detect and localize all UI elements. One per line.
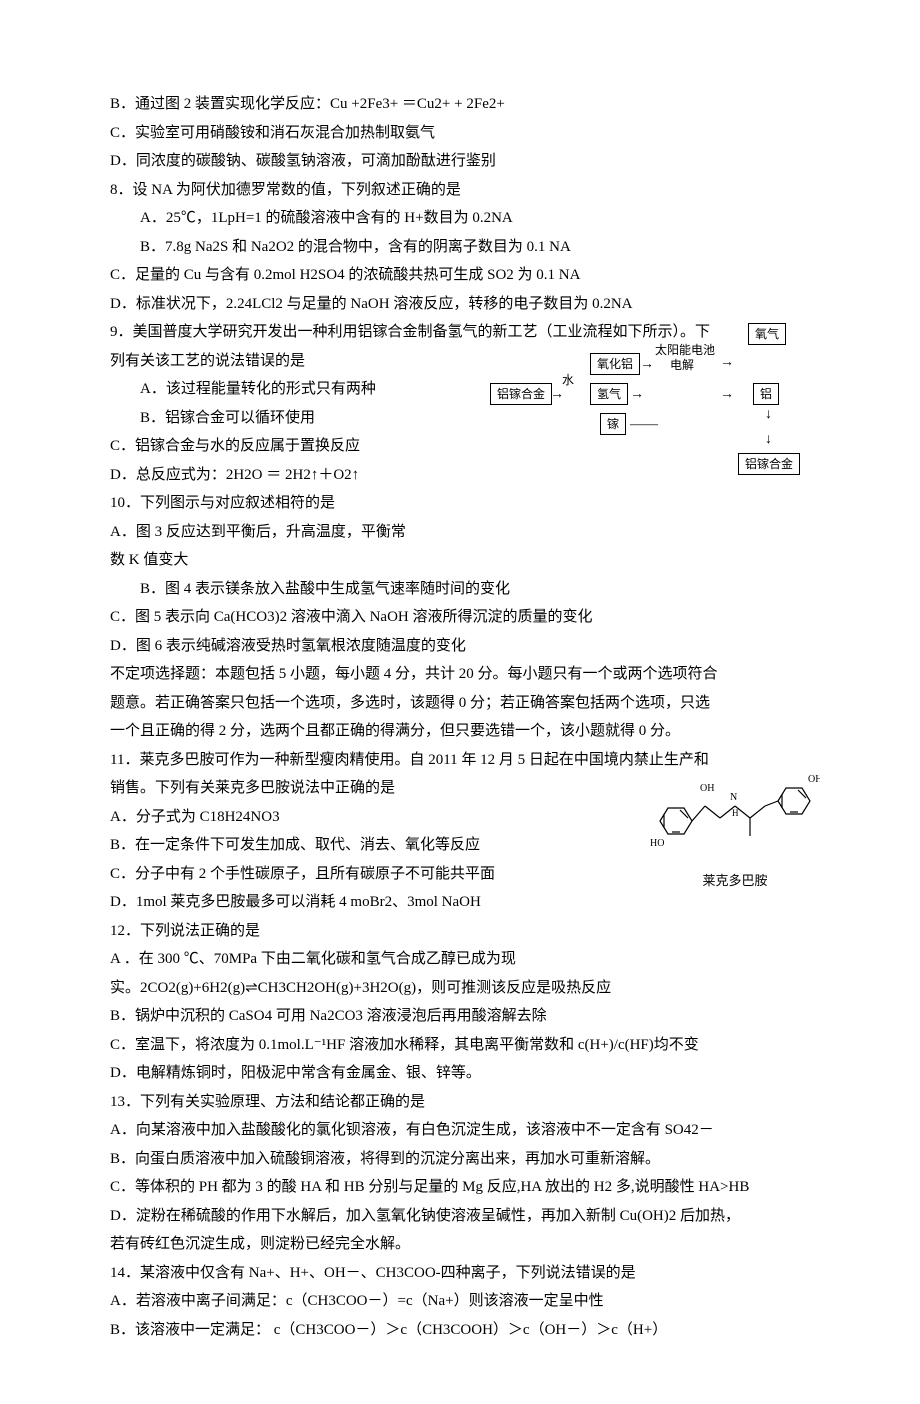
q13-d2: 若有砖红色沉淀生成，则淀粉已经完全水解。	[110, 1230, 810, 1259]
arrow-icon: →	[630, 388, 644, 402]
q7-c: C．实验室可用硝酸铵和消石灰混合加热制取氨气	[110, 119, 810, 148]
q12-d: D．电解精炼铜时，阳极泥中常含有金属金、银、锌等。	[110, 1059, 810, 1088]
arrow-icon: →	[550, 388, 564, 402]
molecule-svg: OH N H HO OH	[650, 746, 820, 866]
q10-c: C．图 5 表示向 Ca(HCO3)2 溶液中滴入 NaOH 溶液所得沉淀的质量…	[110, 603, 810, 632]
nh-label: N	[730, 792, 737, 803]
q10-a1: A．图 3 反应达到平衡后，升高温度，平衡常	[110, 518, 810, 547]
q14-a: A．若溶液中离子间满足：c（CH3COO－）=c（Na+）则该溶液一定呈中性	[110, 1287, 810, 1316]
flow-h2: 氢气	[590, 383, 628, 405]
q10-b: B．图 4 表示镁条放入盐酸中生成氢气速率随时间的变化	[110, 575, 810, 604]
molecule-diagram: OH N H HO OH 莱克多巴胺	[650, 746, 820, 886]
q14-b: B．该溶液中一定满足： c（CH3COO－）＞c（CH3COOH）＞c（OH－）…	[110, 1316, 810, 1345]
oh2-label: OH	[808, 774, 820, 785]
q13-b: B．向蛋白质溶液中加入硫酸铜溶液，将得到的沉淀分离出来，再加水可重新溶解。	[110, 1145, 810, 1174]
arrow-icon: ↓	[765, 433, 772, 447]
q7-d: D．同浓度的碳酸钠、碳酸氢钠溶液，可滴加酚酞进行鉴别	[110, 147, 810, 176]
q13-c: C．等体积的 PH 都为 3 的酸 HA 和 HB 分别与足量的 Mg 反应,H…	[110, 1173, 810, 1202]
section-l1: 不定项选择题：本题包括 5 小题，每小题 4 分，共计 20 分。每小题只有一个…	[110, 660, 810, 689]
flow-ga: 镓	[600, 413, 626, 435]
q9-wrap: 9．美国普度大学研究开发出一种利用铝镓合金制备氢气的新工艺（工业流程如下所示）。…	[110, 318, 810, 489]
page: B．通过图 2 装置实现化学反应：Cu +2Fe3+ ＝Cu2+ + 2Fe2+…	[0, 0, 920, 1404]
q12-stem: 12．下列说法正确的是	[110, 917, 810, 946]
arrow-icon: →	[720, 388, 734, 402]
molecule-caption: 莱克多巴胺	[650, 869, 820, 894]
q8-stem: 8．设 NA 为阿伏加德罗常数的值，下列叙述正确的是	[110, 176, 810, 205]
flow-alloy: 铝镓合金	[490, 383, 552, 405]
section-l3: 一个且正确的得 2 分，选两个且都正确的得满分，但只要选错一个，该小题就得 0 …	[110, 717, 810, 746]
flow-solar-label: 太阳能电池	[655, 343, 715, 357]
q12-a1: A ．在 300 ℃、70MPa 下由二氧化碳和氢气合成乙醇已成为现	[110, 945, 810, 974]
ho-label: HO	[650, 838, 664, 849]
flow-diagram: 铝镓合金 水 → 氧化铝 氢气 镓 → → —— 太阳能电池 电解 → → 氧气…	[490, 328, 820, 498]
arrow-icon: ↓	[765, 408, 772, 422]
arrow-icon: →	[640, 358, 654, 372]
q10-a2: 数 K 值变大	[110, 546, 810, 575]
q10-d: D．图 6 表示纯碱溶液受热时氢氧根浓度随温度的变化	[110, 632, 810, 661]
q7-b: B．通过图 2 装置实现化学反应：Cu +2Fe3+ ＝Cu2+ + 2Fe2+	[110, 90, 810, 119]
q13-stem: 13．下列有关实验原理、方法和结论都正确的是	[110, 1088, 810, 1117]
section-l2: 题意。若正确答案只包括一个选项，多选时，该题得 0 分；若正确答案包括两个选项，…	[110, 689, 810, 718]
h-label: H	[732, 808, 739, 818]
q13-d1: D．淀粉在稀硫酸的作用下水解后，加入氢氧化钠使溶液呈碱性，再加入新制 Cu(OH…	[110, 1202, 810, 1231]
q8-c: C．足量的 Cu 与含有 0.2mol H2SO4 的浓硫酸共热可生成 SO2 …	[110, 261, 810, 290]
q11-wrap: 11．莱克多巴胺可作为一种新型瘦肉精使用。自 2011 年 12 月 5 日起在…	[110, 746, 810, 917]
arrow-icon: →	[720, 356, 734, 370]
flow-elec-label: 电解	[670, 358, 694, 372]
q12-c: C．室温下，将浓度为 0.1mol.L⁻¹HF 溶液加水稀释，其电离平衡常数和 …	[110, 1031, 810, 1060]
q14-stem: 14．某溶液中仅含有 Na+、H+、OH－、CH3COO-四种离子，下列说法错误…	[110, 1259, 810, 1288]
arrow-icon: ——	[630, 418, 658, 432]
q13-a: A．向某溶液中加入盐酸酸化的氯化钡溶液，有白色沉淀生成，该溶液中不一定含有 SO…	[110, 1116, 810, 1145]
q12-b: B．锅炉中沉积的 CaSO4 可用 Na2CO3 溶液浸泡后再用酸溶解去除	[110, 1002, 810, 1031]
flow-al: 铝	[753, 383, 779, 405]
flow-o2: 氧气	[748, 323, 786, 345]
q8-d: D．标准状况下，2.24LCl2 与足量的 NaOH 溶液反应，转移的电子数目为…	[110, 290, 810, 319]
flow-alloy2: 铝镓合金	[738, 453, 800, 475]
q8-a: A．25℃，1LpH=1 的硫酸溶液中含有的 H+数目为 0.2NA	[110, 204, 810, 233]
q8-b: B．7.8g Na2S 和 Na2O2 的混合物中，含有的阴离子数目为 0.1 …	[110, 233, 810, 262]
oh-label: OH	[700, 783, 714, 794]
flow-al2o3: 氧化铝	[590, 353, 640, 375]
q12-a2: 实。2CO2(g)+6H2(g)⇌CH3CH2OH(g)+3H2O(g)，则可推…	[110, 974, 810, 1003]
flow-water-label: 水	[562, 373, 574, 387]
